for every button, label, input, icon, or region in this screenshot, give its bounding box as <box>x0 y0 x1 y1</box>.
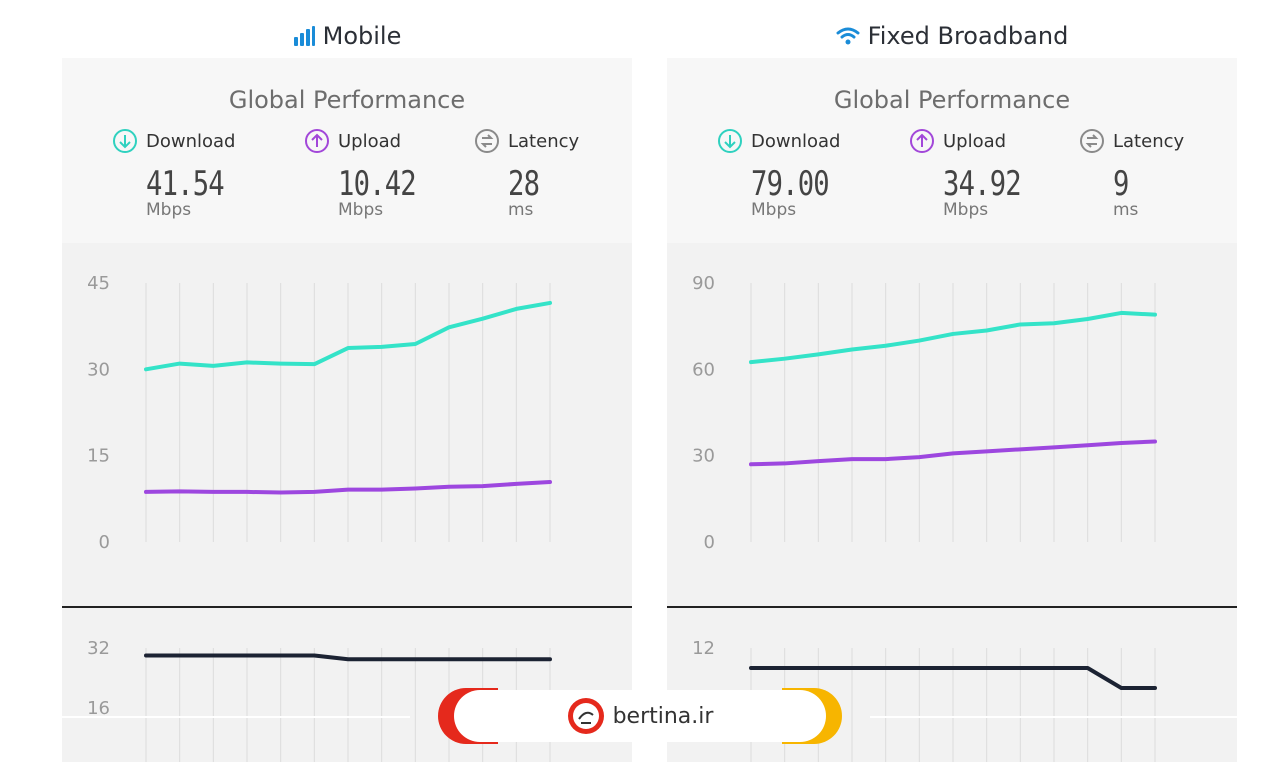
latency-value: 28 <box>508 164 540 204</box>
upload-value: 34.92 <box>943 164 1022 204</box>
y-tick-label: 0 <box>704 532 715 553</box>
y-tick-label: 15 <box>87 446 110 467</box>
fixed-latency-metric: Latency 9 ms <box>1079 128 1239 220</box>
fixed-title: Fixed Broadband <box>667 22 1237 52</box>
y-tick-label: 60 <box>692 359 715 380</box>
download-label: Download <box>751 130 841 152</box>
mobile-latency-metric: Latency 28 ms <box>474 128 634 220</box>
latency-label: Latency <box>1113 130 1185 152</box>
latency-unit: ms <box>508 200 534 220</box>
mobile-download-metric: Download 41.54 Mbps <box>112 128 272 220</box>
mobile-chart-divider <box>62 606 632 608</box>
fixed-performance-title: Global Performance <box>833 86 1071 114</box>
watermark-text: bertina.ir <box>612 703 714 729</box>
y-tick-label: 12 <box>692 638 715 659</box>
download-arrow-icon <box>113 129 137 153</box>
latency-unit: ms <box>1113 200 1139 220</box>
upload-value: 10.42 <box>338 164 417 204</box>
fixed-chart-divider <box>667 606 1237 608</box>
y-tick-label: 0 <box>99 532 110 553</box>
upload-unit: Mbps <box>943 200 989 220</box>
signal-bars-icon <box>293 24 315 52</box>
latency-icon <box>1080 129 1104 153</box>
download-label: Download <box>146 130 236 152</box>
mobile-upload-metric: Upload 10.42 Mbps <box>304 128 464 220</box>
bertina-logo-icon <box>567 698 604 734</box>
mobile-performance-title: Global Performance <box>228 86 466 114</box>
watermark-banner: bertina.ir <box>438 688 842 744</box>
y-tick-label: 45 <box>87 273 110 294</box>
watermark-line-left <box>55 716 410 718</box>
mobile-title: Mobile <box>62 22 632 52</box>
fixed-upload-metric: Upload 34.92 Mbps <box>909 128 1069 220</box>
y-tick-label: 16 <box>87 698 110 719</box>
mobile-panel: Mobile Global Performance Download 41.54… <box>62 0 632 762</box>
watermark-line-right <box>870 716 1240 718</box>
download-value: 79.00 <box>751 164 830 204</box>
download-arrow-icon <box>718 129 742 153</box>
upload-label: Upload <box>943 130 1007 152</box>
y-tick-label: 32 <box>87 638 110 659</box>
upload-arrow-icon <box>305 129 329 153</box>
y-tick-label: 90 <box>692 273 715 294</box>
watermark-pill: bertina.ir <box>454 690 826 742</box>
latency-icon <box>475 129 499 153</box>
fixed-download-metric: Download 79.00 Mbps <box>717 128 877 220</box>
upload-label: Upload <box>338 130 402 152</box>
download-unit: Mbps <box>146 200 192 220</box>
upload-arrow-icon <box>910 129 934 153</box>
fixed-title-strip <box>667 0 1237 58</box>
y-tick-label: 30 <box>87 359 110 380</box>
fixed-title-label: Fixed Broadband <box>867 22 1069 50</box>
latency-label: Latency <box>508 130 580 152</box>
wifi-icon <box>836 24 860 52</box>
y-tick-label: 30 <box>692 446 715 467</box>
mobile-speed-chart: 45 30 15 0 <box>87 273 552 553</box>
mobile-title-strip <box>62 0 632 58</box>
mobile-title-label: Mobile <box>322 22 402 50</box>
download-value: 41.54 <box>146 164 225 204</box>
latency-value: 9 <box>1113 164 1129 204</box>
mobile-latency-chart: 32 16 <box>87 638 552 762</box>
upload-unit: Mbps <box>338 200 384 220</box>
download-unit: Mbps <box>751 200 797 220</box>
fixed-speed-chart: 90 60 30 0 <box>692 273 1157 553</box>
fixed-broadband-panel: Fixed Broadband Global Performance Downl… <box>667 0 1237 762</box>
